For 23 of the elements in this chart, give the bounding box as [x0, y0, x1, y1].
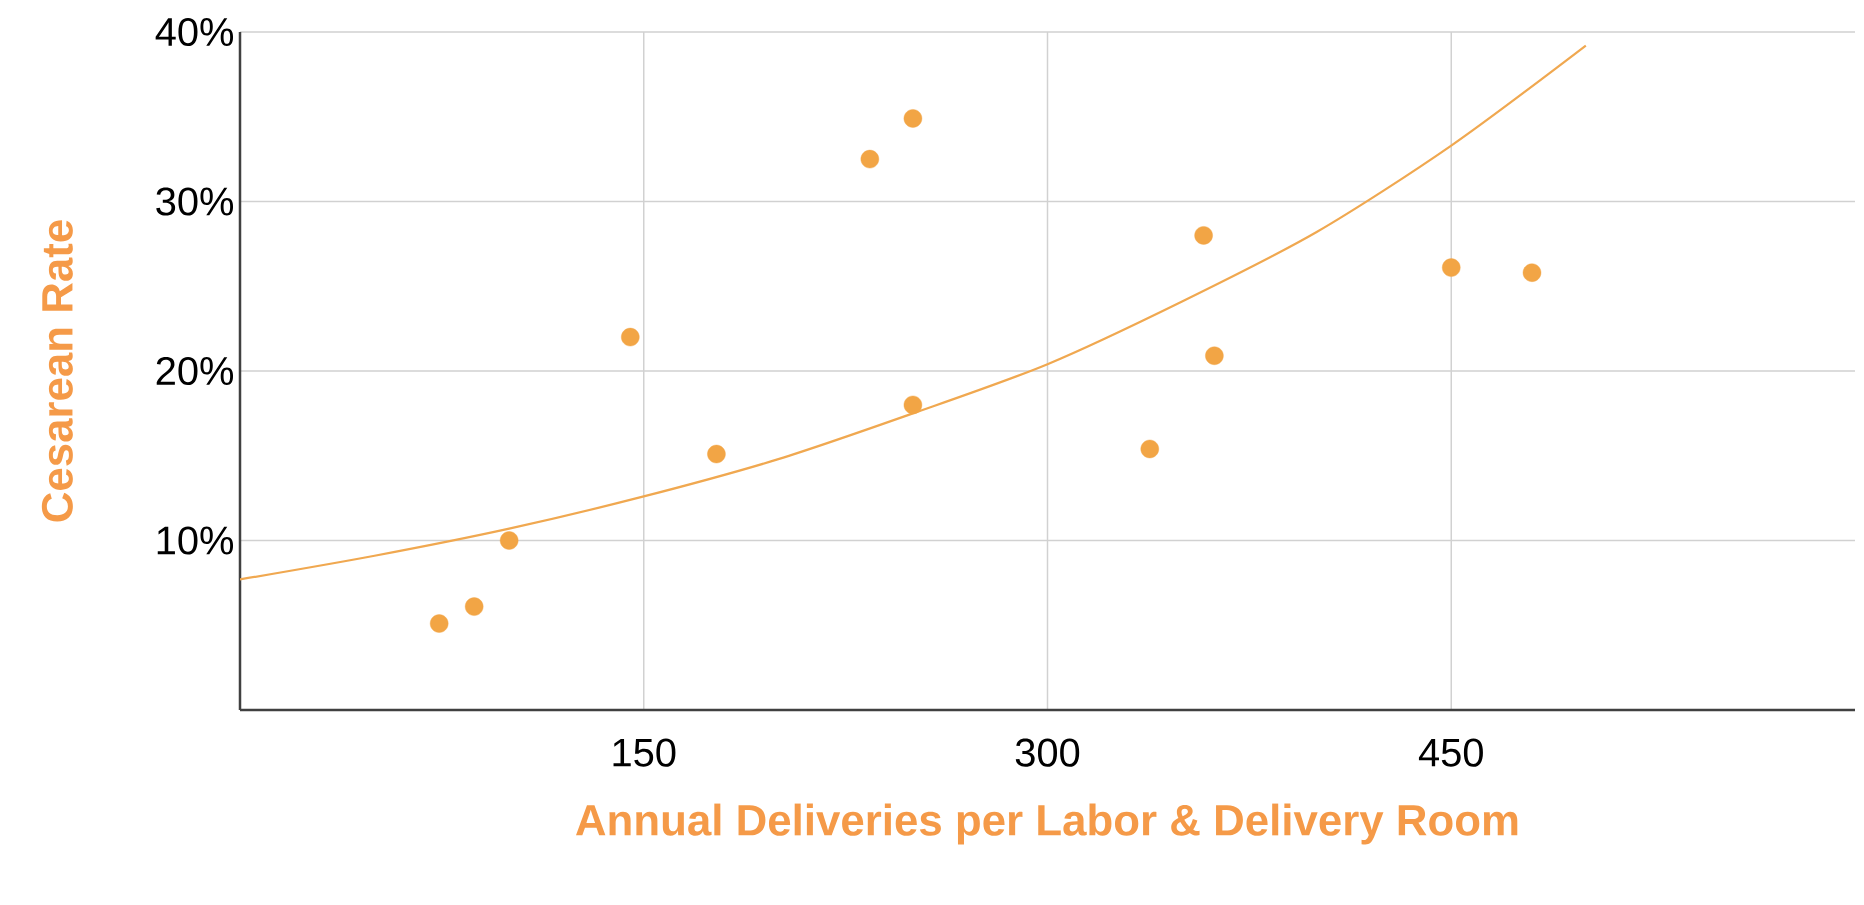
- x-tick-label: 150: [613, 738, 676, 767]
- point: [464, 597, 484, 616]
- x-tick-label: 450: [1418, 738, 1483, 767]
- line-series: [240, 44, 1587, 581]
- y-tick-label: 30%: [156, 187, 234, 216]
- point: [1442, 258, 1461, 277]
- point: [903, 109, 923, 128]
- point: [621, 327, 640, 347]
- point: [1522, 263, 1542, 282]
- point: [499, 531, 519, 550]
- x-tick-label: 300: [1015, 738, 1080, 767]
- point: [1205, 346, 1224, 365]
- y-tick-label: 10%: [157, 526, 234, 555]
- y-tick-label: 40%: [155, 17, 234, 47]
- point: [860, 149, 880, 169]
- y-tick-label: 20%: [156, 356, 234, 386]
- point: [903, 395, 923, 415]
- point: [707, 444, 726, 464]
- x-axis-title: Annual Deliveries per Labor & Delivery Room: [575, 803, 1518, 845]
- point: [1140, 439, 1159, 459]
- y-axis-title: Cesarean Rate: [41, 220, 73, 522]
- point: [429, 614, 449, 633]
- point: [1194, 226, 1213, 245]
